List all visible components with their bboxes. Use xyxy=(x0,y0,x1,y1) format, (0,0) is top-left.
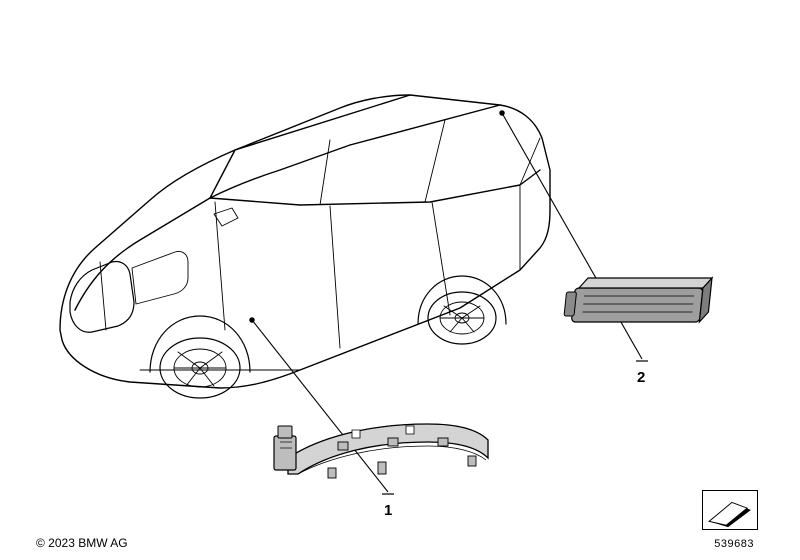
part-2-module xyxy=(563,278,712,322)
diagram-stage: 1 2 © 2023 BMW AG 539683 xyxy=(0,0,800,560)
sheet-icon xyxy=(702,490,758,530)
copyright-text: © 2023 BMW AG xyxy=(36,536,128,550)
vehicle-illustration xyxy=(0,0,800,560)
part-1-bracket xyxy=(274,424,488,478)
callout-number-1: 1 xyxy=(384,502,392,519)
callout-number-2: 2 xyxy=(637,369,645,386)
document-number: 539683 xyxy=(714,538,754,550)
